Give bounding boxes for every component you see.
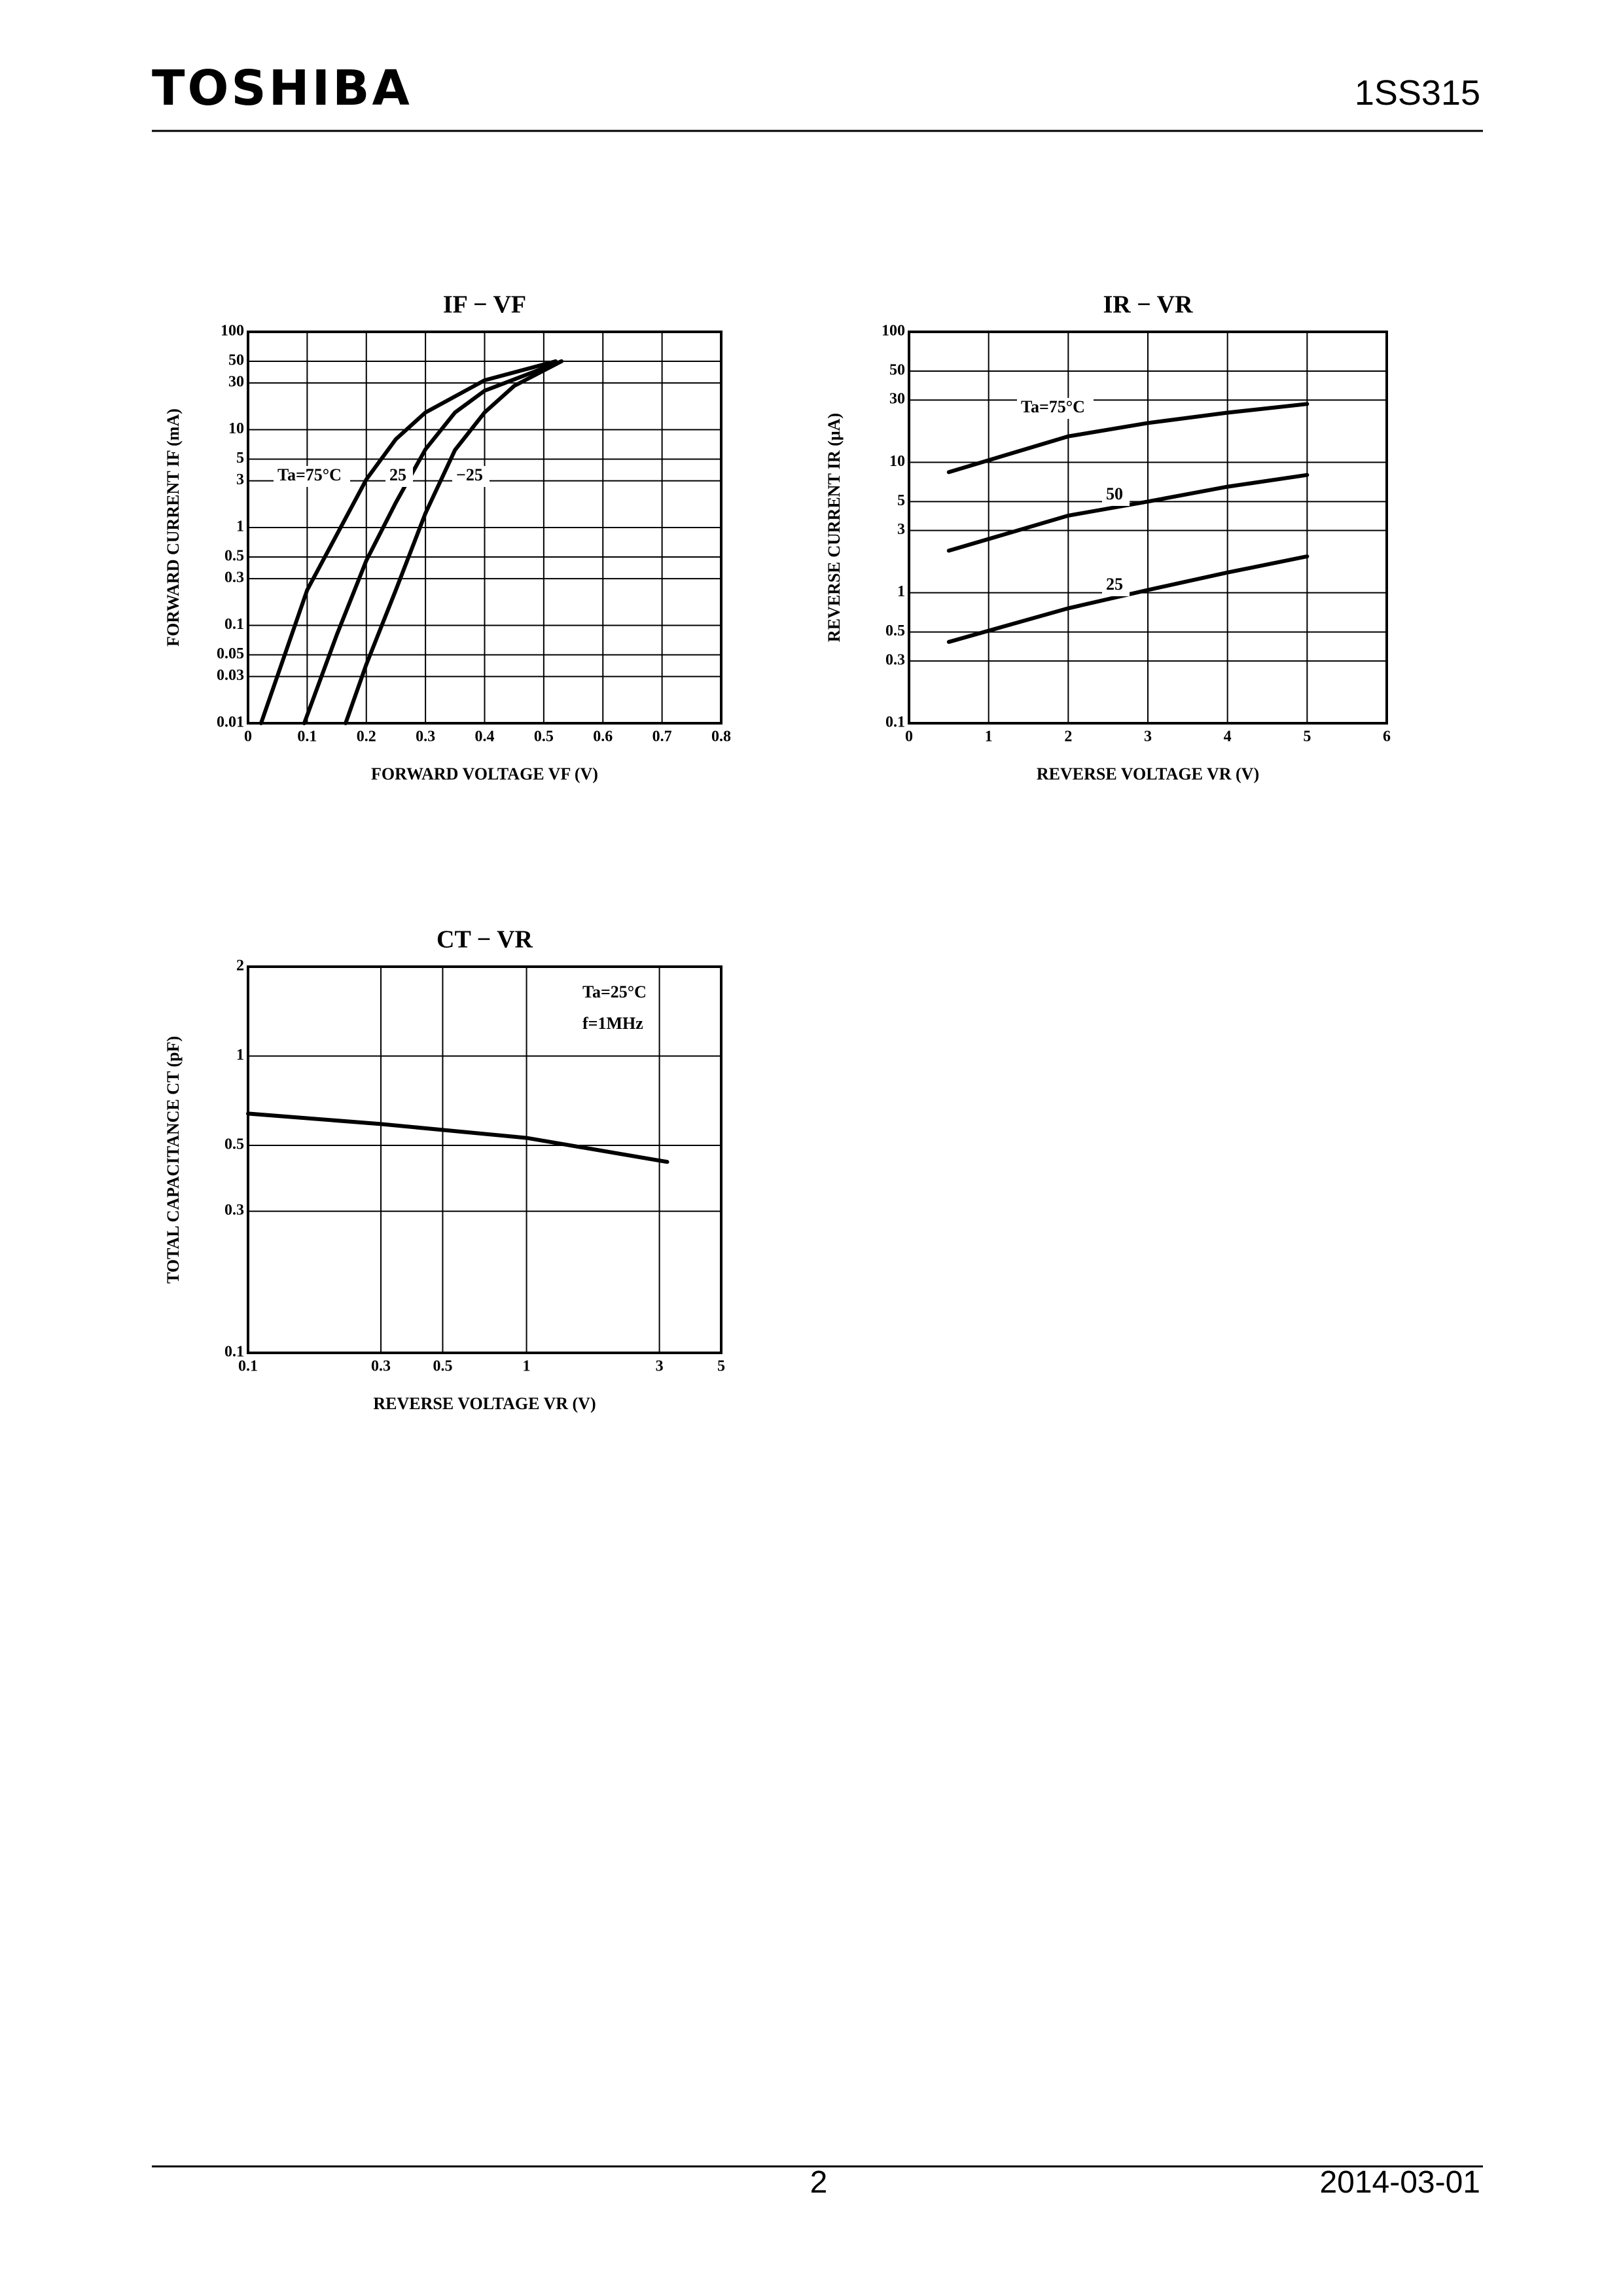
y-axis-label: FORWARD CURRENT IF (mA): [164, 408, 183, 647]
x-tick-label: 0.5: [534, 728, 554, 745]
y-tick-label: 0.1: [224, 616, 244, 633]
curve: [946, 554, 1310, 644]
series-label: 25: [389, 465, 406, 484]
y-tick-label: 30: [889, 391, 905, 408]
y-tick-label: 5: [236, 450, 244, 467]
x-tick-label: 0.5: [433, 1358, 452, 1375]
x-tick-label: 0.2: [357, 728, 376, 745]
brand: TOSHIBA: [152, 60, 412, 117]
plot-frame: [908, 331, 1388, 725]
x-tick-label: 2: [1064, 728, 1072, 745]
label-bg: [1017, 398, 1094, 419]
y-tick-label: 50: [228, 352, 244, 369]
chart-title: IR − VR: [1103, 291, 1193, 319]
x-tick-label: 0.3: [416, 728, 435, 745]
x-tick-label: 6: [1383, 728, 1391, 745]
curve: [946, 402, 1310, 475]
chart-title: CT − VR: [437, 926, 533, 954]
y-tick-label: 3: [236, 471, 244, 488]
y-tick-label: 100: [882, 323, 905, 340]
y-tick-label: 0.3: [885, 651, 905, 668]
y-tick-label: 0.1: [885, 714, 905, 731]
label-bg: [1102, 575, 1130, 596]
y-tick-label: 30: [228, 374, 244, 391]
x-axis-label: REVERSE VOLTAGE VR (V): [1037, 764, 1259, 783]
annotation: Ta=25°C: [582, 982, 647, 1001]
label-bg: [274, 466, 350, 487]
y-tick-label: 50: [889, 362, 905, 379]
x-tick-label: 3: [656, 1358, 664, 1375]
x-tick-label: 0.3: [371, 1358, 391, 1375]
plot-frame: [247, 965, 722, 1354]
plot-frame: [247, 331, 722, 725]
part-number: 1SS315: [1355, 73, 1480, 113]
y-tick-label: 1: [236, 518, 244, 535]
y-tick-label: 0.03: [217, 667, 244, 684]
x-tick-label: 0.1: [238, 1358, 258, 1375]
x-tick-label: 0.7: [652, 728, 672, 745]
chart-title: IF − VF: [443, 291, 526, 319]
x-tick-label: 0: [244, 728, 252, 745]
y-tick-label: 0.5: [224, 548, 244, 565]
y-tick-label: 3: [897, 521, 905, 538]
x-tick-label: 0.1: [297, 728, 317, 745]
series-label: −25: [456, 465, 483, 484]
x-tick-label: 0: [905, 728, 913, 745]
y-tick-label: 0.5: [224, 1136, 244, 1153]
x-tick-label: 5: [1303, 728, 1311, 745]
y-tick-label: 1: [897, 583, 905, 600]
x-axis-label: REVERSE VOLTAGE VR (V): [373, 1394, 596, 1413]
y-tick-label: 10: [889, 453, 905, 470]
y-axis-label: REVERSE CURRENT IR (μA): [825, 413, 844, 642]
x-tick-label: 0.4: [475, 728, 495, 745]
label-bg: [1102, 485, 1130, 506]
y-tick-label: 5: [897, 492, 905, 509]
series-label: 25: [1106, 575, 1123, 594]
y-tick-label: 0.3: [224, 569, 244, 586]
x-tick-label: 5: [717, 1358, 725, 1375]
page-number: 2: [810, 2165, 828, 2200]
x-axis-label: FORWARD VOLTAGE VF (V): [371, 764, 598, 783]
series-label: Ta=75°C: [1021, 397, 1085, 416]
series-label: Ta=75°C: [277, 465, 342, 484]
curve: [259, 359, 558, 725]
annotation: f=1MHz: [582, 1014, 643, 1033]
series-label: 50: [1106, 484, 1123, 503]
x-tick-label: 1: [523, 1358, 531, 1375]
y-tick-label: 100: [221, 323, 244, 340]
date: 2014-03-01: [1319, 2165, 1480, 2200]
curve: [946, 473, 1310, 553]
y-tick-label: 0.5: [885, 622, 905, 639]
label-bg: [385, 466, 413, 487]
y-tick-label: 2: [236, 958, 244, 975]
curve: [246, 1111, 669, 1164]
y-tick-label: 1: [236, 1047, 244, 1064]
x-tick-label: 0.8: [711, 728, 731, 745]
label-bg: [452, 466, 490, 487]
y-tick-label: 0.01: [217, 714, 244, 731]
x-tick-label: 3: [1144, 728, 1152, 745]
x-tick-label: 1: [985, 728, 993, 745]
x-tick-label: 0.6: [593, 728, 613, 745]
curve: [344, 359, 563, 725]
y-tick-label: 0.05: [217, 645, 244, 662]
curve: [302, 359, 563, 725]
y-tick-label: 0.1: [224, 1344, 244, 1361]
y-axis-label: TOTAL CAPACITANCE CT (pF): [164, 1036, 183, 1283]
y-tick-label: 10: [228, 420, 244, 437]
x-tick-label: 4: [1224, 728, 1232, 745]
y-tick-label: 0.3: [224, 1202, 244, 1219]
